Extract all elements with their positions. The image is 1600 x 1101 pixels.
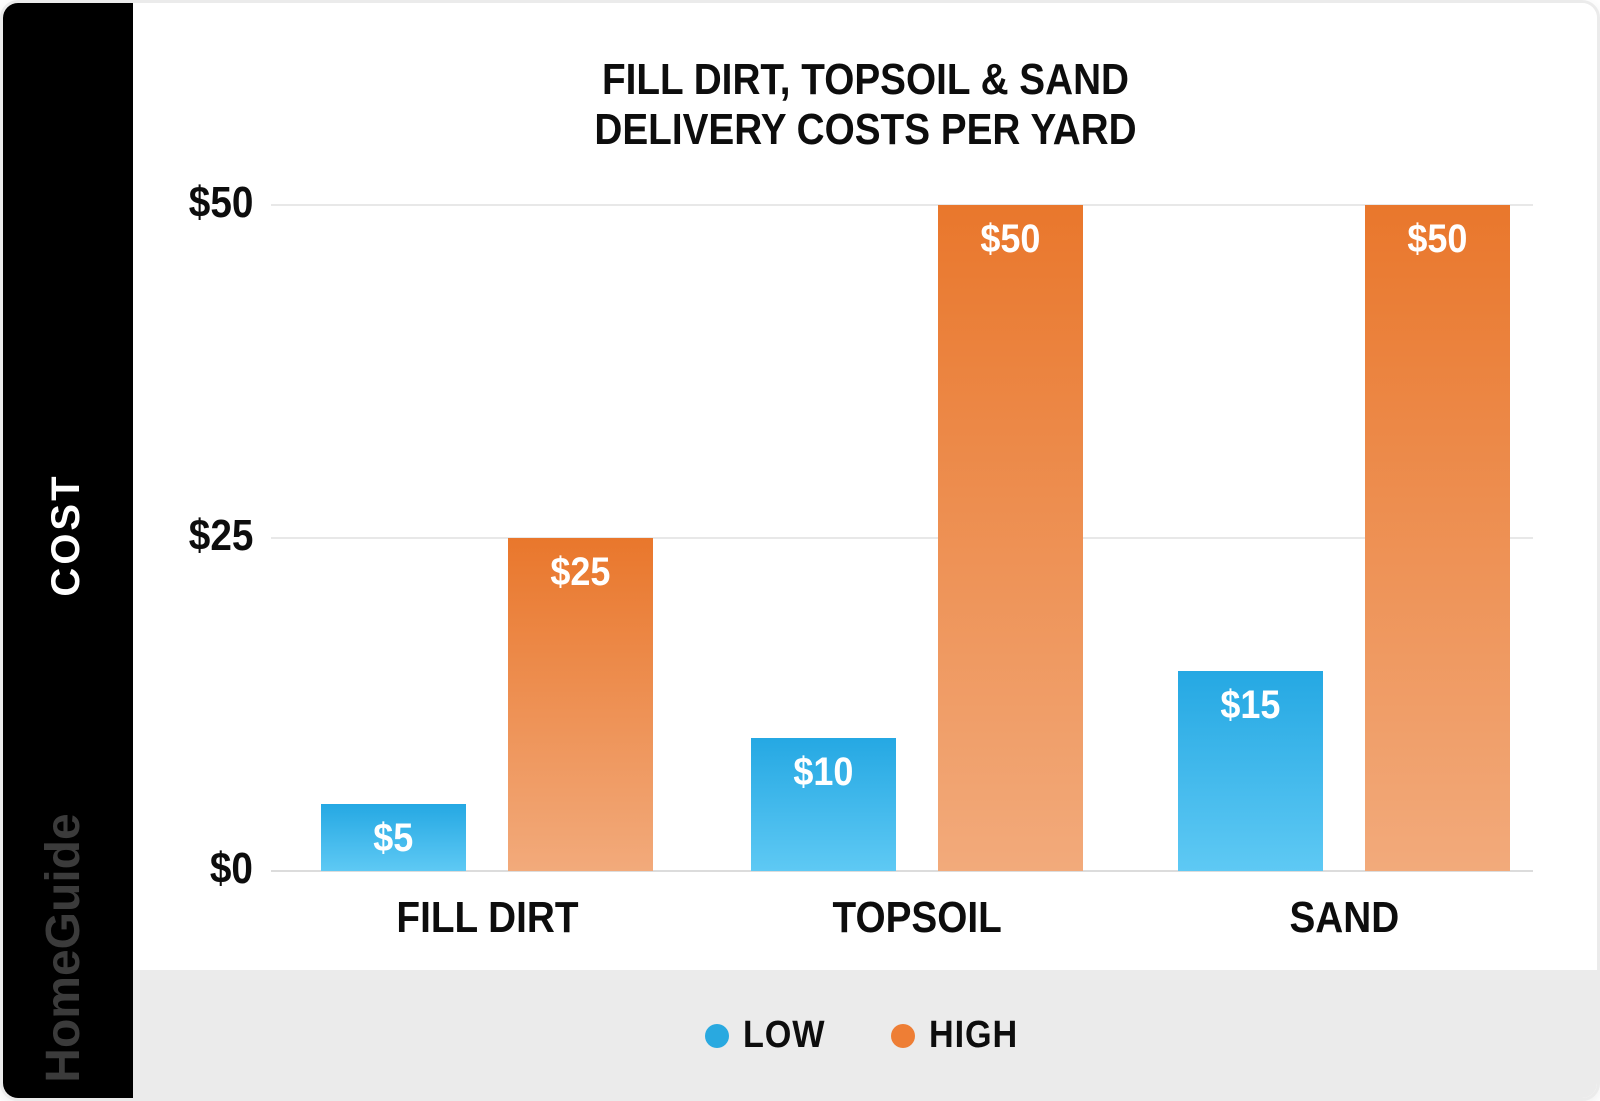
bar-value-label-fill-dirt-low: $5 <box>373 816 414 860</box>
bar-value-label-topsoil-low: $10 <box>793 750 854 794</box>
x-category-label-fill-dirt: FILL DIRT <box>395 893 579 942</box>
legend-item-high: HIGH <box>890 1014 1028 1057</box>
legend-dot-high-icon <box>890 1023 915 1048</box>
brand-logo: HomeGuide <box>37 813 90 1083</box>
bar-fill-dirt-high: $25 <box>508 538 653 871</box>
bar-sand-low: $15 <box>1178 671 1323 871</box>
legend-label-low: LOW <box>743 1014 826 1056</box>
bar-value-label-topsoil-high: $50 <box>980 217 1041 261</box>
legend-dot-low-icon <box>705 1023 730 1048</box>
chart-title: FILL DIRT, TOPSOIL & SAND DELIVERY COSTS… <box>133 55 1597 155</box>
legend-item-low: LOW <box>705 1014 835 1057</box>
y-tick-label-25: $25 <box>188 511 253 560</box>
bar-topsoil-high: $50 <box>938 205 1083 871</box>
legend: LOW HIGH <box>133 970 1597 1098</box>
x-category-label-sand: SAND <box>1289 893 1399 942</box>
bar-sand-high: $50 <box>1365 205 1510 871</box>
x-category-label-topsoil: TOPSOIL <box>832 893 1002 942</box>
chart-title-line2: DELIVERY COSTS PER YARD <box>594 105 1137 154</box>
sidebar: COST HomeGuide <box>3 3 133 1098</box>
y-axis-title: COST <box>44 473 88 597</box>
bar-value-label-sand-low: $15 <box>1220 683 1281 727</box>
gridline-50 <box>271 204 1533 206</box>
chart-panel: FILL DIRT, TOPSOIL & SAND DELIVERY COSTS… <box>133 3 1597 1098</box>
bar-value-label-fill-dirt-high: $25 <box>550 550 611 594</box>
chart-title-line1: FILL DIRT, TOPSOIL & SAND <box>601 55 1130 104</box>
legend-label-high: HIGH <box>928 1014 1018 1056</box>
y-tick-label-0: $0 <box>209 844 253 893</box>
bar-value-label-sand-high: $50 <box>1407 217 1468 261</box>
bar-topsoil-low: $10 <box>751 738 896 871</box>
bar-chart: $0 $25 $50 $5 $25 FILL DIRT $10 $50 TOPSOIL $15 $5… <box>133 3 1597 1098</box>
bar-fill-dirt-low: $5 <box>321 804 466 871</box>
y-tick-label-50: $50 <box>188 178 253 227</box>
gridline-0 <box>271 870 1533 872</box>
gridline-25 <box>271 537 1533 539</box>
